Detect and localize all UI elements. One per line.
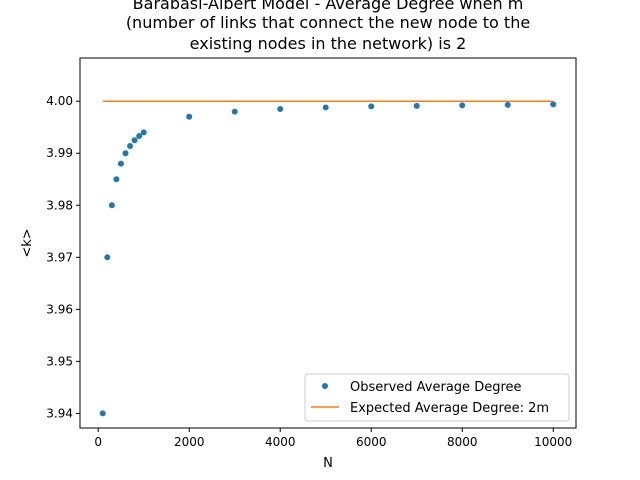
x-axis-ticks: 0 2000 4000 6000 8000 10000 (94, 428, 572, 449)
x-tick-label: 6000 (356, 435, 387, 449)
observed-degree-point (104, 254, 111, 261)
y-tick-label: 3.99 (46, 146, 73, 160)
chart-title: Barabasi-Albert Model - Average Degree w… (126, 0, 530, 53)
observed-degree-point (136, 133, 143, 140)
observed-degree-point (117, 160, 124, 167)
y-tick-label: 4.00 (46, 94, 73, 108)
plot-frame (79, 57, 577, 429)
chart-title-line-2: (number of links that connect the new no… (126, 13, 530, 32)
y-tick-label: 3.98 (46, 198, 73, 212)
chart-title-line-1: Barabasi-Albert Model - Average Degree w… (133, 0, 524, 13)
observed-degree-point (231, 108, 238, 115)
x-axis-label: N (323, 456, 333, 471)
observed-degree-point (550, 101, 557, 108)
y-tick-label: 3.95 (46, 354, 73, 368)
legend-box (304, 373, 570, 422)
observed-degree-point (504, 101, 511, 108)
y-tick-label: 3.96 (46, 302, 73, 316)
observed-degree-point (113, 176, 120, 183)
observed-degree-point (277, 106, 284, 112)
observed-degree-point (108, 202, 115, 209)
legend: Observed Average Degree Expected Average… (304, 373, 570, 422)
observed-degree-point (127, 142, 134, 149)
legend-label-observed: Observed Average Degree (350, 380, 522, 395)
observed-degree-point (322, 104, 329, 111)
y-axis-label: <k> (20, 228, 35, 257)
observed-degree-point (99, 410, 106, 417)
x-tick-label: 8000 (447, 435, 478, 449)
observed-degree-point (140, 129, 147, 136)
y-tick-label: 3.97 (46, 250, 73, 264)
x-tick-label: 4000 (265, 435, 296, 449)
observed-degree-point (131, 137, 138, 144)
observed-degree-point (368, 103, 375, 110)
plot-marks (99, 100, 557, 417)
legend-label-expected: Expected Average Degree: 2m (350, 401, 549, 416)
observed-degree-point (459, 102, 466, 109)
observed-degree-point (186, 113, 193, 120)
x-tick-label: 0 (94, 435, 102, 449)
observed-degree-point (413, 102, 420, 109)
legend-marker-observed (322, 383, 328, 389)
y-tick-label: 3.94 (46, 406, 73, 420)
observed-degree-point (122, 150, 129, 157)
chart-title-line-3: existing nodes in the network) is 2 (190, 34, 467, 53)
x-tick-label: 10000 (534, 435, 572, 449)
y-axis-ticks: 3.94 3.95 3.96 3.97 3.98 3.99 4.00 (46, 94, 80, 420)
x-tick-label: 2000 (174, 435, 205, 449)
